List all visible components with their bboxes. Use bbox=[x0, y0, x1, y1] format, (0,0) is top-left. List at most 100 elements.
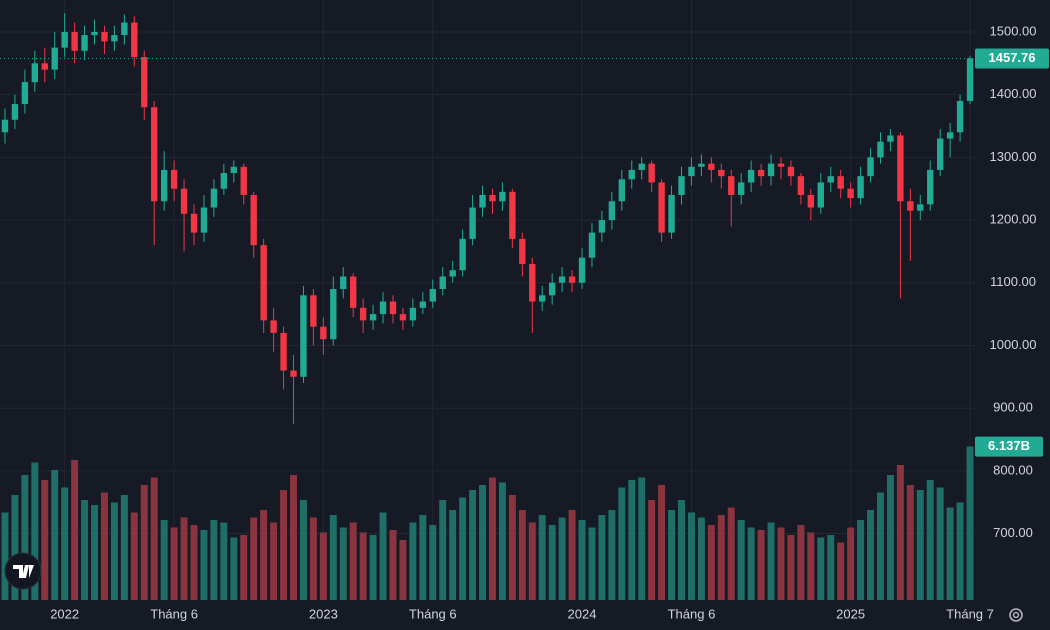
candle-body bbox=[170, 169, 178, 189]
candle-body bbox=[260, 245, 267, 321]
y-tick-label: 1200.00 bbox=[990, 212, 1037, 227]
candle-body bbox=[539, 295, 546, 302]
volume-bar bbox=[359, 532, 367, 600]
volume-bar bbox=[608, 510, 616, 600]
volume-bar bbox=[936, 487, 944, 600]
volume-bar bbox=[857, 520, 865, 600]
x-tick-label: Tháng 6 bbox=[668, 606, 716, 621]
volume-bar bbox=[11, 495, 19, 600]
candle-body bbox=[389, 301, 397, 315]
volume-bar bbox=[240, 535, 248, 600]
volume-bar bbox=[190, 525, 198, 600]
volume-bar bbox=[767, 522, 775, 600]
volume-bar bbox=[250, 517, 258, 600]
volume-bar bbox=[498, 482, 506, 600]
candle-body bbox=[946, 132, 954, 139]
candle-body bbox=[280, 332, 287, 371]
candle-body bbox=[469, 207, 476, 239]
candle-body bbox=[698, 163, 705, 167]
volume-bar bbox=[21, 475, 29, 600]
candle-body bbox=[369, 314, 377, 321]
volume-bar bbox=[827, 535, 835, 600]
volume-bar bbox=[210, 520, 218, 600]
volume-bar bbox=[757, 530, 765, 600]
volume-bar bbox=[668, 510, 676, 600]
candle-body bbox=[459, 238, 466, 271]
volume-bar bbox=[538, 515, 546, 600]
candle-body bbox=[718, 169, 725, 177]
y-tick-label: 700.00 bbox=[993, 525, 1033, 540]
candle-body bbox=[180, 188, 188, 214]
volume-bar bbox=[290, 475, 297, 600]
y-tick-label: 1400.00 bbox=[990, 86, 1037, 101]
x-tick-label: Tháng 6 bbox=[409, 606, 457, 621]
x-tick-label: 2025 bbox=[836, 606, 865, 621]
settings-icon[interactable] bbox=[1009, 608, 1023, 622]
candle-body bbox=[310, 295, 317, 327]
volume-bar bbox=[230, 537, 238, 600]
volume-bar bbox=[787, 535, 795, 600]
volume-bar bbox=[469, 490, 477, 600]
candle-body bbox=[668, 194, 675, 233]
volume-bar bbox=[747, 527, 755, 600]
volume-bar bbox=[518, 510, 526, 600]
volume-bar bbox=[488, 477, 496, 600]
candle-body bbox=[190, 213, 198, 233]
candle-body bbox=[519, 238, 526, 264]
candle-body bbox=[230, 166, 237, 174]
candle-body bbox=[529, 263, 536, 302]
volume-bar bbox=[906, 485, 914, 600]
volume-bar bbox=[299, 500, 307, 600]
candle-body bbox=[837, 176, 844, 189]
volume-label: 6.137B bbox=[988, 438, 1030, 453]
candle-body bbox=[578, 257, 586, 283]
volume-bar bbox=[727, 507, 735, 600]
volume-bar bbox=[678, 500, 685, 600]
volume-bar bbox=[508, 495, 516, 600]
volume-bar bbox=[687, 512, 695, 600]
candle-body bbox=[419, 301, 427, 308]
candle-body bbox=[728, 176, 735, 195]
candle-body bbox=[429, 289, 436, 302]
volume-bar bbox=[558, 517, 566, 600]
candle-body bbox=[399, 314, 407, 321]
volume-bar bbox=[100, 492, 108, 600]
volume-bar bbox=[270, 522, 278, 600]
candle-body bbox=[31, 63, 39, 83]
candle-body bbox=[857, 176, 864, 199]
volume-bar bbox=[578, 520, 586, 600]
volume-bar bbox=[160, 520, 168, 600]
volume-bar bbox=[61, 487, 69, 600]
candle-body bbox=[71, 31, 78, 51]
candle-body bbox=[131, 22, 138, 58]
volume-bar bbox=[956, 502, 964, 600]
candle-body bbox=[160, 169, 168, 202]
volume-bar bbox=[707, 525, 715, 600]
volume-bar bbox=[51, 470, 59, 600]
volume-bar bbox=[847, 527, 855, 600]
candle-body bbox=[151, 107, 158, 202]
candle-body bbox=[359, 307, 367, 321]
candle-body bbox=[678, 176, 685, 195]
last-price-box bbox=[975, 48, 1049, 69]
candle-body bbox=[509, 191, 516, 239]
volume-bar bbox=[837, 542, 845, 600]
candle-body bbox=[648, 163, 655, 183]
y-tick-label: 800.00 bbox=[993, 462, 1033, 477]
volume-bar bbox=[170, 527, 178, 600]
candle-body bbox=[210, 188, 218, 208]
candle-body bbox=[817, 182, 824, 208]
candle-body bbox=[907, 201, 914, 211]
volume-bar bbox=[618, 487, 626, 600]
y-tick-label: 1300.00 bbox=[990, 149, 1037, 164]
candle-body bbox=[121, 22, 128, 36]
candle-body bbox=[51, 47, 58, 70]
candle-body bbox=[608, 201, 616, 221]
volume-bar bbox=[449, 510, 457, 600]
volume-bar bbox=[628, 480, 636, 600]
candles bbox=[1, 13, 974, 424]
volume-bar bbox=[31, 462, 39, 600]
candle-body bbox=[489, 194, 496, 202]
candle-body bbox=[588, 232, 596, 258]
y-tick-label: 1000.00 bbox=[990, 337, 1037, 352]
